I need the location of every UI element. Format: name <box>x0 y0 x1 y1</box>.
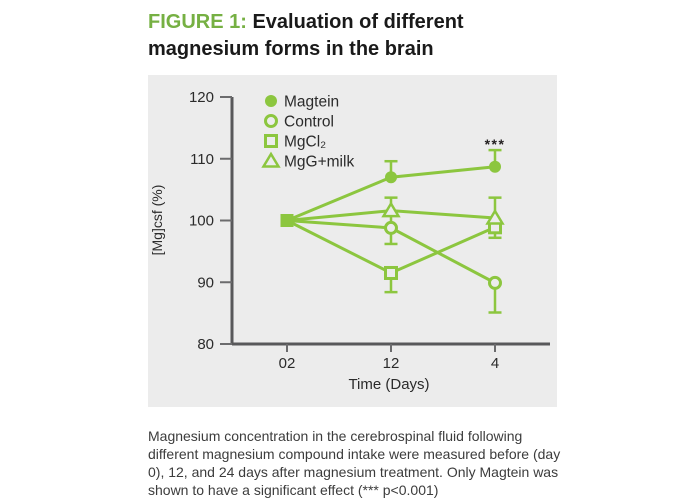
figure-title-text: Evaluation of different magnesium forms … <box>148 11 464 60</box>
significance-annotation: *** <box>485 136 506 152</box>
open-square-marker <box>384 265 398 280</box>
y-tick-label: 90 <box>197 274 214 291</box>
series-magtein <box>286 148 502 222</box>
y-tick-label: 120 <box>189 89 214 106</box>
filled-circle-marker <box>489 160 501 173</box>
chart-panel: 80 90 100 110 120 02 12 4 Time (Days) [Mg]csf (%)… <box>148 75 557 407</box>
legend-label-mgcl: MgCl₂ <box>284 134 326 151</box>
x-tick-label: 12 <box>383 355 400 372</box>
open-circle-marker <box>264 114 278 128</box>
filled-circle-marker <box>265 95 277 107</box>
x-axis-title: Time (Days) <box>348 376 429 393</box>
open-triangle-marker <box>485 208 505 225</box>
open-circle-marker <box>488 275 502 290</box>
legend-label-mgg-milk: MgG+milk <box>284 154 354 171</box>
series-mgg-milk <box>286 196 505 225</box>
figure-title: FIGURE 1: Evaluation of different magnes… <box>148 9 528 63</box>
open-circle-marker <box>384 220 398 235</box>
y-tick-label: 100 <box>189 213 214 230</box>
y-axis: 80 90 100 110 120 <box>189 89 232 353</box>
legend: Magtein Control MgCl₂ MgG+milk <box>261 94 354 171</box>
y-tick-label: 80 <box>197 336 214 353</box>
figure-number-label: FIGURE 1: <box>148 11 247 33</box>
open-square-marker <box>264 134 278 148</box>
series-control <box>286 210 502 314</box>
series-mgcl <box>286 219 502 294</box>
open-triangle-marker <box>261 151 281 168</box>
origin-marker <box>280 214 294 227</box>
y-tick-label: 110 <box>190 151 214 168</box>
legend-label-magtein: Magtein <box>284 94 339 111</box>
y-axis-title: [Mg]csf (%) <box>149 185 165 256</box>
filled-circle-marker <box>385 171 397 184</box>
axes: 80 90 100 110 120 02 12 4 Time (Days) [Mg]csf (%) <box>149 89 550 393</box>
open-triangle-marker <box>381 201 401 218</box>
legend-label-control: Control <box>284 114 334 131</box>
x-axis: 02 12 4 <box>279 344 499 372</box>
x-tick-label: 4 <box>491 355 499 372</box>
line-chart: 80 90 100 110 120 02 12 4 Time (Days) [Mg]csf (%)… <box>149 89 550 393</box>
figure-caption: Magnesium concentration in the cerebrosp… <box>148 428 561 498</box>
x-tick-label: 02 <box>279 355 296 372</box>
filled-square-marker <box>280 214 294 227</box>
